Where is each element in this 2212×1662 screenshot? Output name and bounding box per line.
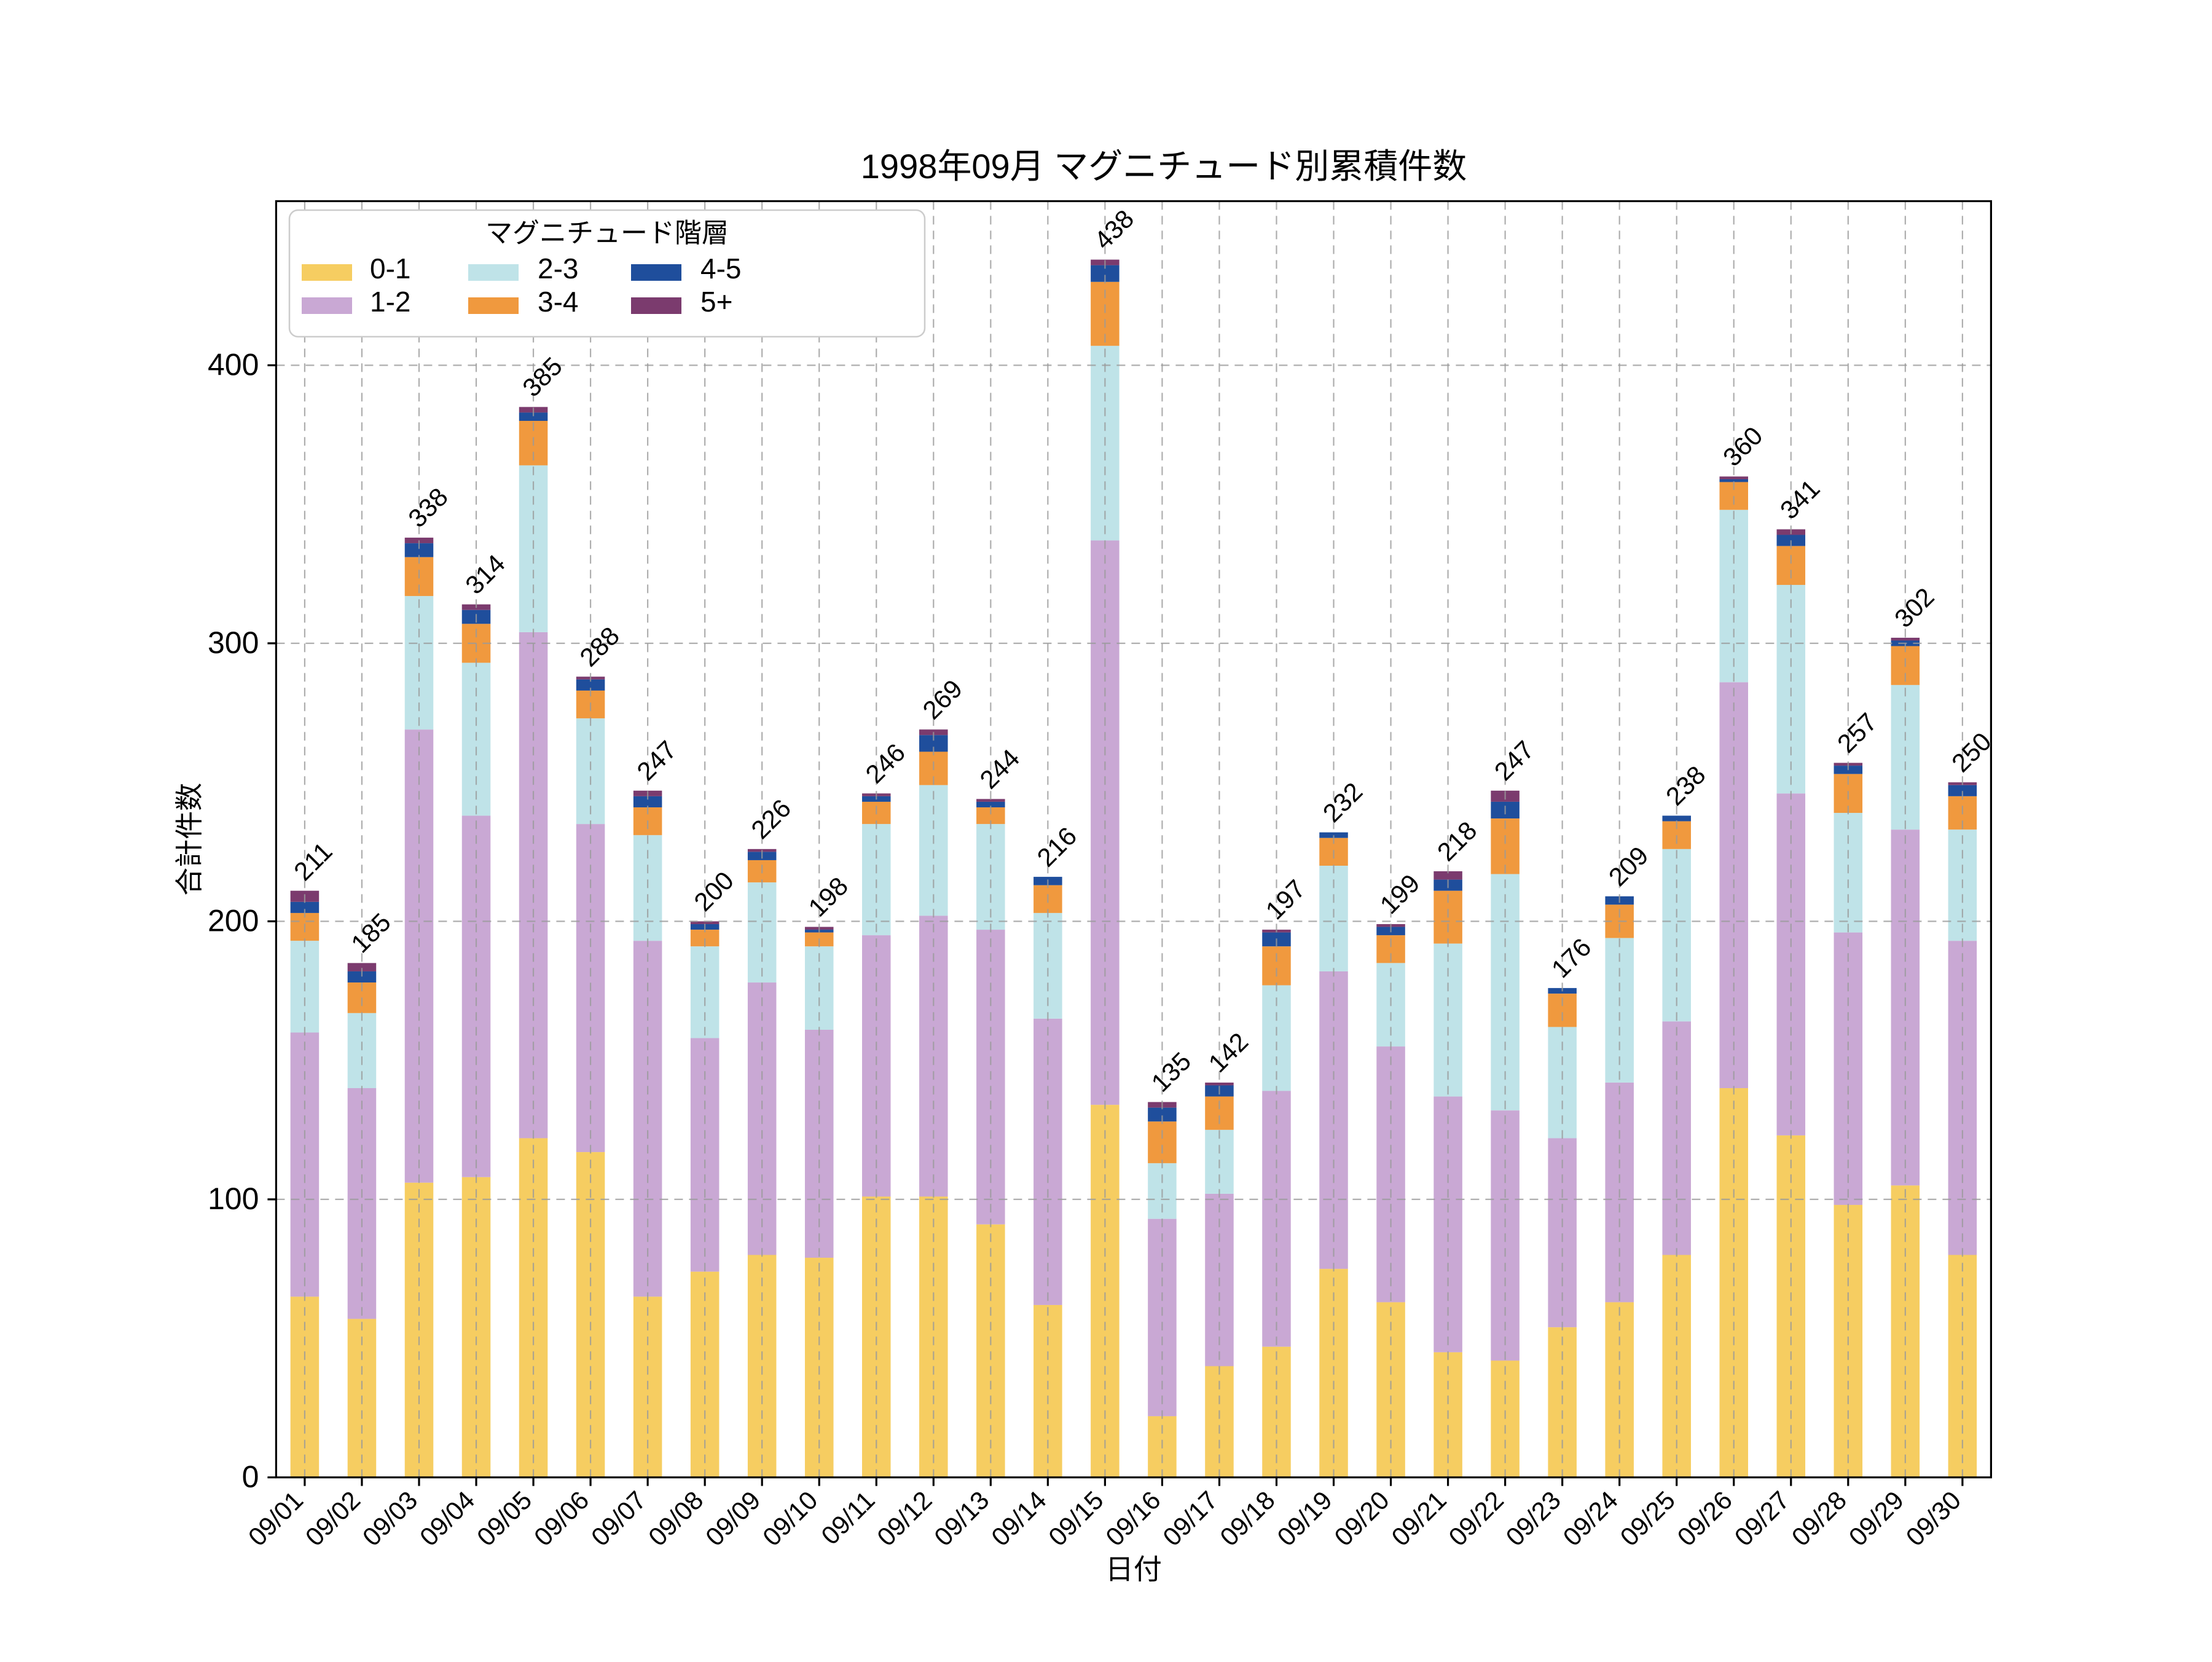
svg-text:300: 300: [208, 625, 259, 660]
svg-text:100: 100: [208, 1182, 259, 1216]
svg-text:1998年09月 マグニチュード別累積件数: 1998年09月 マグニチュード別累積件数: [861, 147, 1467, 186]
svg-text:1-2: 1-2: [370, 286, 410, 318]
svg-text:4-5: 4-5: [700, 253, 741, 284]
svg-text:合計件数: 合計件数: [173, 783, 205, 896]
svg-text:0-1: 0-1: [370, 253, 410, 284]
svg-text:200: 200: [208, 904, 259, 938]
svg-text:3-4: 3-4: [538, 286, 578, 318]
svg-text:0: 0: [242, 1460, 259, 1494]
svg-text:マグニチュード階層: マグニチュード階層: [485, 218, 729, 248]
svg-text:2-3: 2-3: [538, 253, 578, 284]
svg-text:日付: 日付: [1105, 1553, 1162, 1585]
svg-text:400: 400: [208, 348, 259, 382]
svg-text:5+: 5+: [700, 286, 732, 318]
